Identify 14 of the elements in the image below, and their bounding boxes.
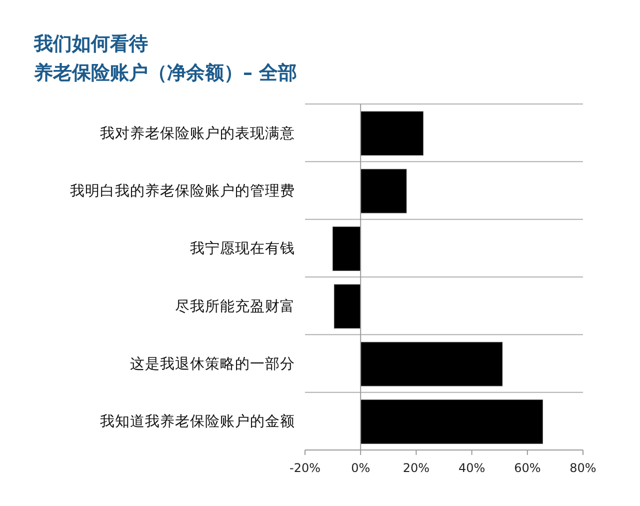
y-tick-label: 我宁愿现在有钱 <box>190 240 295 258</box>
text: 我们如何看待 <box>33 33 148 55</box>
x-tick-label: 80% <box>570 461 596 475</box>
x-tick-label: -20% <box>289 461 321 475</box>
y-tick-label: 我明白我的养老保险账户的管理费 <box>70 182 295 200</box>
x-tick-label: 0% <box>351 461 370 475</box>
y-tick-label: 这是我退休策略的一部分 <box>130 356 295 372</box>
x-tick-label: 20% <box>402 461 430 475</box>
x-tick-label: 60% <box>514 461 541 475</box>
y-tick-label: 我知道我养老保险账户的金额 <box>100 413 295 430</box>
y-tick-label: 尽我所能充盈财富 <box>175 298 295 315</box>
x-tick-label: 40% <box>458 461 486 475</box>
y-tick-label: 我对养老保险账户的表现满意 <box>100 124 295 142</box>
chart-subtitle: 养老保险账户（净余额）– 全部 <box>33 62 298 84</box>
